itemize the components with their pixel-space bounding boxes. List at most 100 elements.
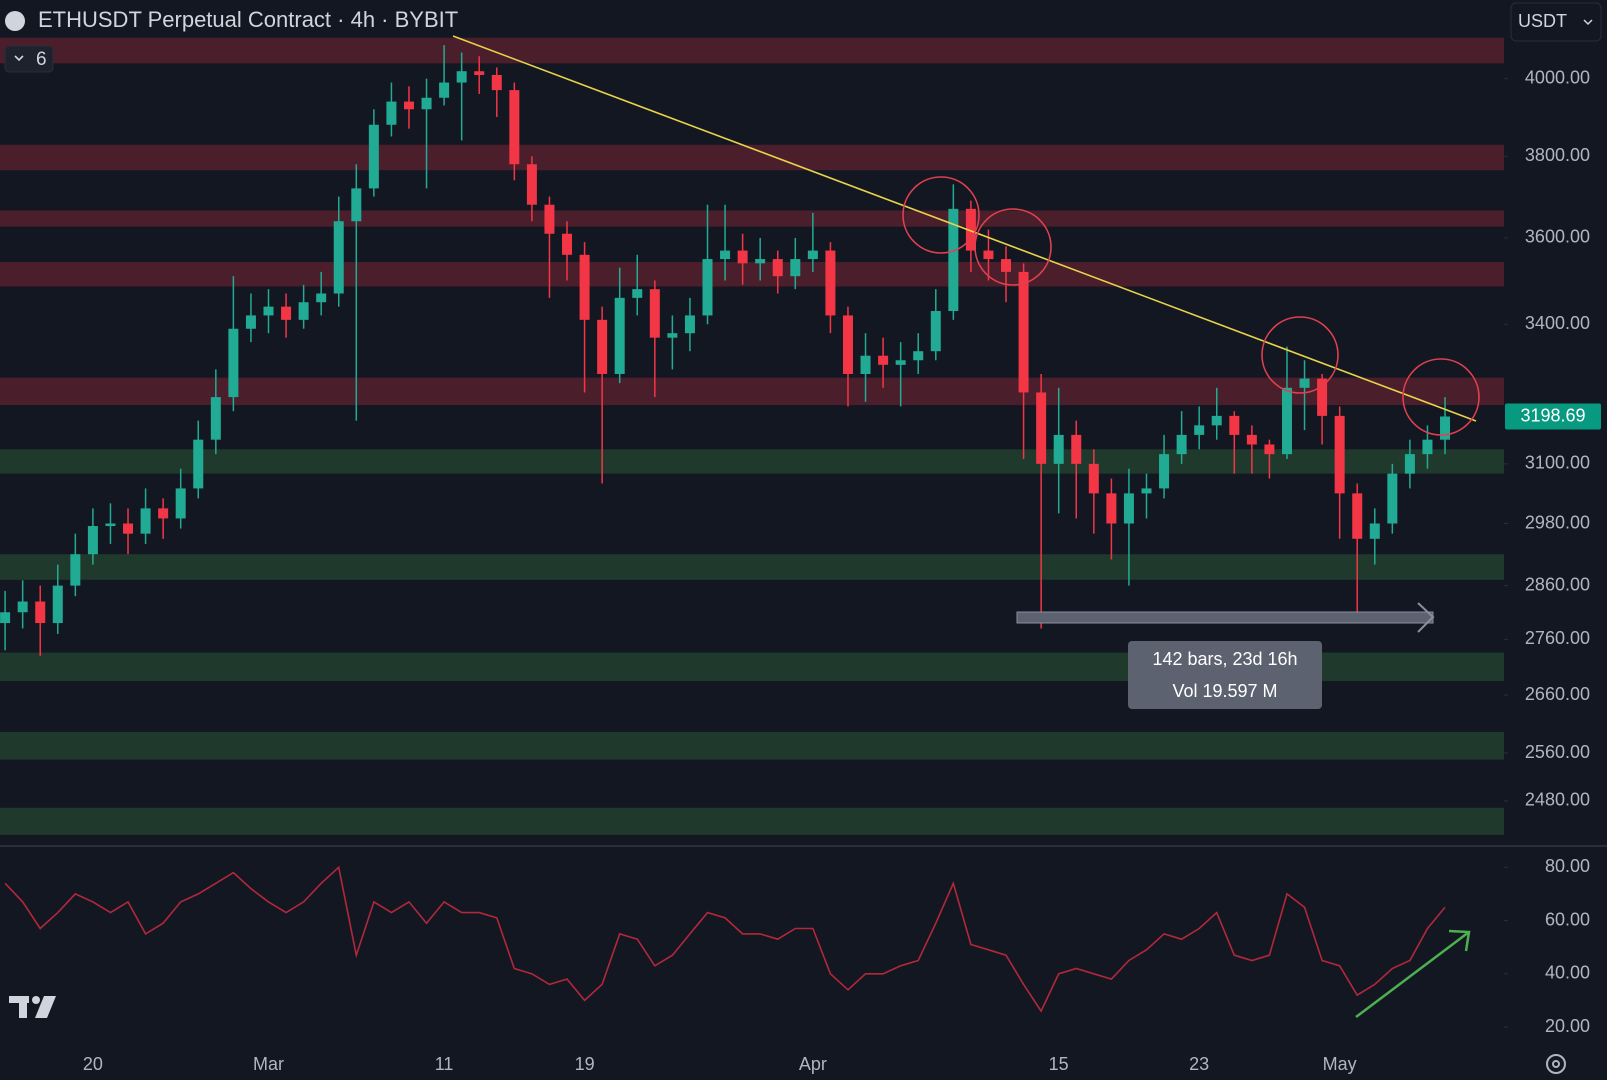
- candle-body: [421, 97, 432, 110]
- candle-body: [0, 612, 11, 624]
- settings-icon[interactable]: [1546, 1054, 1566, 1074]
- x-tick-label: 19: [575, 1054, 595, 1074]
- candle-body: [1229, 415, 1240, 435]
- candle-body: [772, 259, 783, 277]
- candle-body: [649, 289, 660, 338]
- candle-body: [35, 601, 46, 624]
- logo-part: [35, 996, 56, 1018]
- candle-body: [807, 250, 818, 260]
- touch-circle[interactable]: [1402, 358, 1480, 436]
- symbol-icon[interactable]: [5, 11, 25, 31]
- x-tick-label: Apr: [799, 1054, 827, 1074]
- candle-body: [1317, 378, 1328, 416]
- candle-body: [1211, 415, 1222, 426]
- candle-body: [1387, 473, 1398, 524]
- rsi-y-tick-label: 80.00: [1545, 856, 1590, 876]
- candle-body: [193, 439, 204, 489]
- x-tick-label: 15: [1049, 1054, 1069, 1074]
- candle-body: [1281, 387, 1292, 455]
- x-tick-label: Mar: [253, 1054, 284, 1074]
- indicator-count: 6: [36, 49, 47, 70]
- tv-logo: [9, 996, 56, 1018]
- candle-body: [210, 397, 221, 440]
- y-tick-label: 2980.00: [1525, 512, 1590, 532]
- candle-body: [351, 188, 362, 222]
- measure-box: [1128, 641, 1322, 709]
- x-tick-label: 23: [1189, 1054, 1209, 1074]
- price-zone: [0, 37, 1504, 64]
- y-tick-label: 4000.00: [1525, 67, 1590, 87]
- candle-body: [1264, 444, 1275, 455]
- candle-body: [895, 360, 906, 365]
- candle-body: [842, 315, 853, 374]
- x-tick-label: 11: [435, 1054, 454, 1074]
- candle-body: [1334, 415, 1345, 494]
- candle-body: [1053, 434, 1064, 464]
- candle-body: [1088, 463, 1099, 494]
- price-zone: [0, 807, 1504, 835]
- y-tick-label: 2480.00: [1525, 790, 1590, 810]
- measure-bar[interactable]: [1016, 611, 1434, 624]
- candle-body: [1018, 271, 1029, 393]
- chevron: [1583, 19, 1593, 26]
- candle-body: [1422, 439, 1433, 455]
- y-tick-label: 3800.00: [1525, 145, 1590, 165]
- candle-body: [1194, 425, 1205, 435]
- candle-body: [684, 315, 695, 334]
- touch-circle[interactable]: [902, 176, 980, 254]
- candle-body: [579, 254, 590, 320]
- y-tick-label: 2860.00: [1525, 574, 1590, 594]
- price-zone: [0, 377, 1504, 406]
- candle-body: [123, 523, 134, 534]
- candle-body: [491, 74, 502, 91]
- candle-body: [386, 101, 397, 125]
- candle-body: [263, 306, 274, 316]
- candle-body: [632, 289, 643, 298]
- x-tick-label: May: [1323, 1054, 1357, 1074]
- plot-layers: [0, 37, 1508, 1028]
- candle-body: [1141, 488, 1152, 494]
- trend-line[interactable]: [452, 35, 1477, 422]
- candle-body: [439, 82, 450, 98]
- y-tick-label: 2660.00: [1525, 684, 1590, 704]
- rsi-y-tick-label: 20.00: [1545, 1016, 1590, 1036]
- x-tick-label: 20: [83, 1054, 103, 1074]
- candle-body: [1369, 523, 1380, 539]
- candle-body: [509, 90, 520, 165]
- price-zone: [0, 731, 1504, 760]
- candle-body: [140, 508, 151, 534]
- candle-body: [1036, 392, 1047, 464]
- candle-body: [720, 250, 731, 260]
- candle-body: [1001, 259, 1012, 272]
- rsi-y-tick-label: 60.00: [1545, 909, 1590, 929]
- measure-text: 142 bars, 23d 16h: [1152, 649, 1297, 669]
- indicator-toggle[interactable]: [4, 45, 54, 73]
- candle-body: [1123, 493, 1134, 524]
- touch-circle[interactable]: [1261, 316, 1339, 394]
- candle-body: [702, 259, 713, 316]
- measure-arrow: [1417, 602, 1435, 633]
- candle-body: [930, 311, 941, 352]
- currency-select[interactable]: [1510, 2, 1602, 42]
- candle-body: [298, 302, 309, 320]
- candle-body: [526, 164, 537, 205]
- candle-body: [1071, 434, 1082, 464]
- candle-body: [17, 601, 28, 613]
- candle-body: [737, 250, 748, 264]
- currency-label: USDT: [1518, 11, 1567, 31]
- candle-body: [983, 250, 994, 260]
- rsi-arrow: [1355, 931, 1470, 1018]
- candle-body: [70, 554, 81, 586]
- candle-body: [1404, 454, 1415, 474]
- price-tag-label: 3198.69: [1520, 405, 1585, 425]
- candle-body: [562, 233, 573, 255]
- candle-body: [1246, 434, 1257, 445]
- candle-body: [1176, 434, 1187, 455]
- touch-circle[interactable]: [974, 208, 1052, 286]
- candle-body: [1106, 493, 1117, 524]
- price-zone: [0, 554, 1504, 580]
- candle-body: [1440, 416, 1451, 440]
- candle-body: [860, 355, 871, 374]
- candle-body: [456, 71, 467, 83]
